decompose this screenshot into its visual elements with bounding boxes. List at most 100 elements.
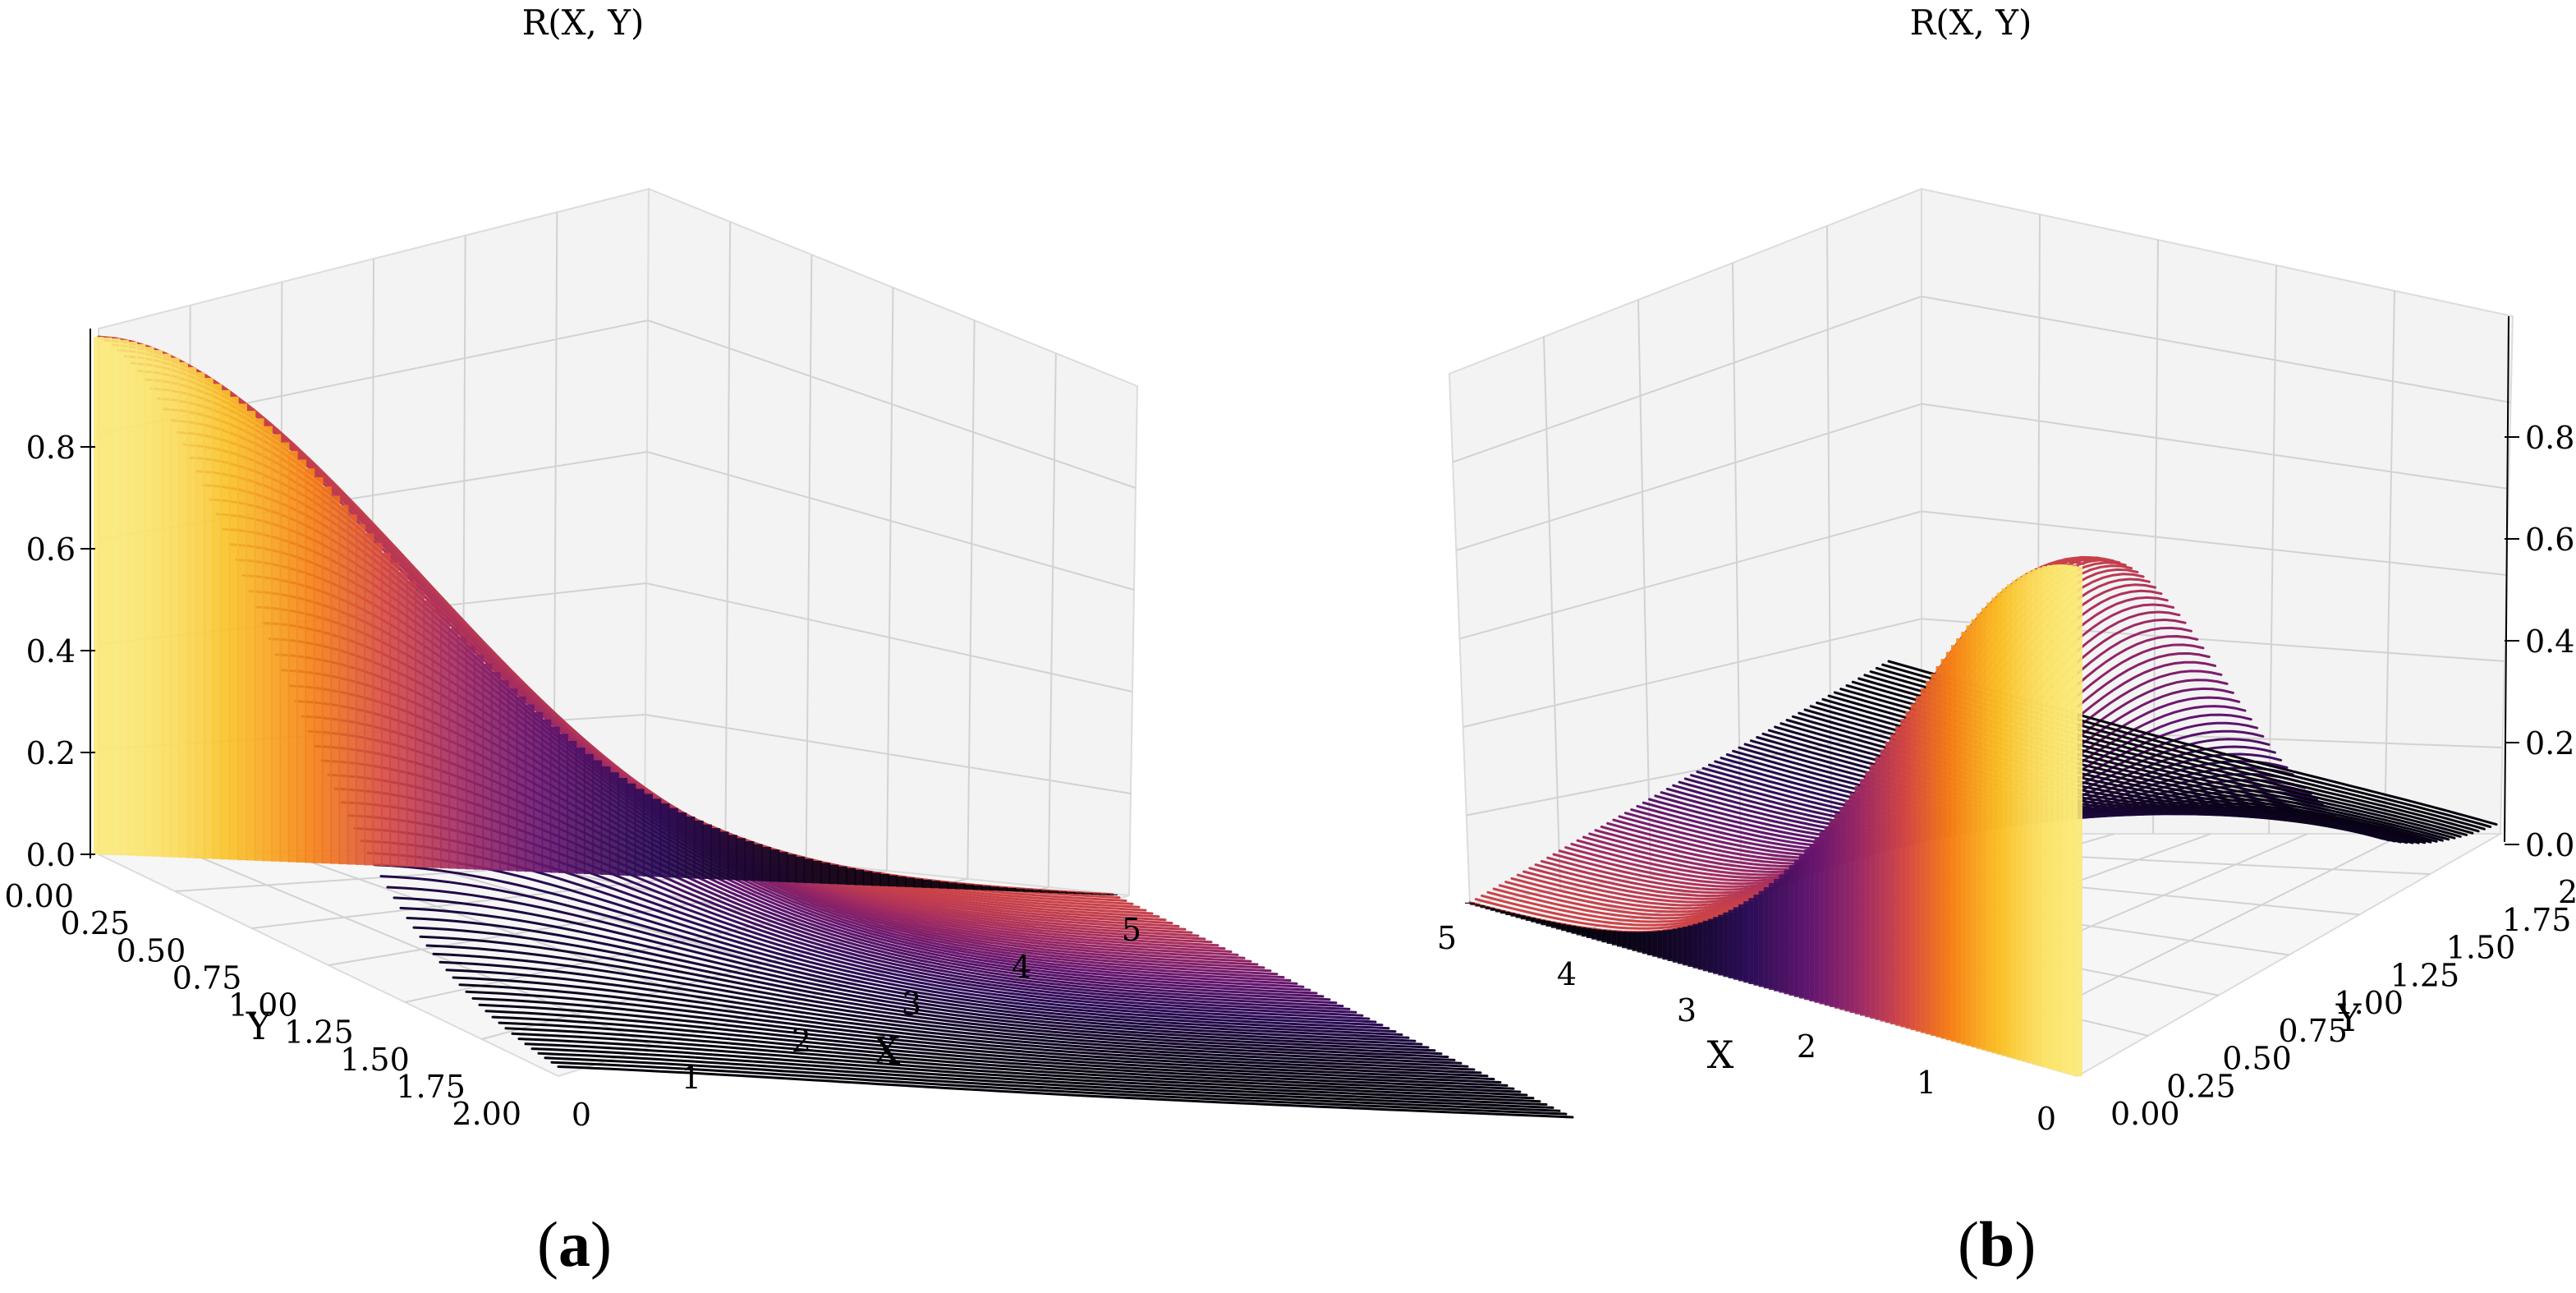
- x-tick-label: 5: [1437, 920, 1457, 956]
- surface-line: [550, 1061, 1568, 1116]
- grid-line: [1921, 510, 2507, 576]
- z-tick-label: 0.8: [26, 430, 76, 466]
- z-tick-label: 0.2: [26, 735, 76, 771]
- y-tick-label: 0.75: [2278, 1013, 2348, 1049]
- y-axis-label: Y: [246, 1004, 272, 1048]
- surface-line: [544, 1056, 1561, 1112]
- surface-line: [517, 1038, 1535, 1100]
- y-tick-label: 1.75: [2502, 902, 2572, 938]
- y-tick-label: 1.75: [396, 1069, 466, 1105]
- surface-line: [504, 1027, 1522, 1093]
- surface-line: [373, 863, 1390, 1030]
- x-tick-label: 0: [572, 1097, 591, 1133]
- z-axis-line: [2504, 315, 2509, 843]
- grid-line: [1452, 295, 1922, 463]
- surface-line: [393, 896, 1410, 1039]
- z-tick-label: 0.0: [26, 837, 76, 873]
- grid-line: [1543, 336, 1561, 890]
- surface-line: [498, 1021, 1515, 1090]
- z-tick-label: 0.8: [2525, 420, 2574, 456]
- z-tick-label: 0.2: [2525, 725, 2574, 762]
- x-tick-label: 3: [902, 986, 921, 1022]
- y-tick-label: 2.00: [2558, 874, 2576, 910]
- surface-line: [366, 851, 1384, 1027]
- grid-line: [724, 221, 732, 855]
- surface-line: [439, 960, 1456, 1061]
- surface-line: [458, 983, 1476, 1071]
- x-tick-label: 4: [1557, 956, 1577, 992]
- x-tick-label: 1: [682, 1060, 701, 1096]
- surface-line: [537, 1051, 1554, 1109]
- surface-line: [484, 1010, 1502, 1084]
- grid-line: [886, 287, 894, 872]
- y-tick-label: 0.50: [2222, 1041, 2292, 1077]
- x-tick-label: 5: [1122, 912, 1141, 948]
- x-axis-label: X: [1707, 1033, 1734, 1077]
- grid-line: [646, 451, 1135, 591]
- surface-line: [432, 952, 1449, 1059]
- surface-sheet: [94, 337, 1118, 895]
- surface-line: [425, 944, 1443, 1056]
- grid-line: [1826, 225, 1832, 849]
- grid-line: [1459, 510, 1922, 640]
- grid-line: [805, 254, 813, 863]
- axes: R(X, Y) 0.0 0.2 0.4 0.6 0.8 0 1 2 3 4 5 0.000.250.50…: [4, 2, 1141, 1133]
- surface-line: [412, 926, 1430, 1049]
- z-tick-label: 0.4: [26, 633, 76, 670]
- chart-panel-a: R(X, Y) 0.0 0.2 0.4 0.6 0.8 0 1 2 3 4 5 0.000.250.50…: [4, 2, 1574, 1133]
- caption-b: (b): [1958, 1208, 2036, 1280]
- grid-line: [1921, 403, 2509, 490]
- grid-line: [967, 320, 976, 880]
- z-tick-label: 0.4: [2525, 623, 2574, 660]
- y-tick-label: 0.00: [2110, 1096, 2180, 1132]
- y-tick-label: 0.50: [117, 932, 186, 969]
- y-tick-label: 0.25: [2166, 1068, 2236, 1104]
- y-axis-label: Y: [2335, 996, 2362, 1040]
- surface-line: [524, 1042, 1541, 1103]
- grid-line: [1921, 295, 2511, 403]
- x-tick-label: 2: [792, 1023, 811, 1059]
- y-tick-label: 1.50: [340, 1042, 410, 1078]
- surface-line: [478, 1003, 1495, 1081]
- y-tick-label: 1.50: [2446, 930, 2516, 966]
- surface-line: [530, 1047, 1548, 1106]
- grid-line: [1637, 299, 1651, 877]
- y-tick-label: 0.75: [172, 959, 242, 996]
- surface-line: [471, 996, 1489, 1078]
- chart-title: R(X, Y): [522, 2, 645, 43]
- y-tick-label: 0.00: [4, 878, 74, 914]
- chart-panel-b: R(X, Y) 0.0 0.2 0.4 0.6 0.8 0 1 2 3 4 5 0.000.250.50…: [1437, 2, 2576, 1137]
- z-tick-label: 0.6: [26, 531, 76, 568]
- x-tick-label: 3: [1677, 992, 1697, 1028]
- y-tick-label: 0.25: [61, 905, 131, 941]
- x-tick-label: 1: [1917, 1065, 1936, 1101]
- surface-line: [557, 1065, 1574, 1119]
- surface-line: [419, 935, 1436, 1052]
- x-tick-label: 2: [1797, 1028, 1816, 1065]
- surface-line: [511, 1032, 1528, 1097]
- grid-line: [645, 714, 1132, 794]
- x-tick-label: 4: [1012, 949, 1031, 985]
- grid-lines: [1452, 214, 2511, 1048]
- grid-line: [1456, 403, 1922, 551]
- z-tick-label: 0.0: [2525, 827, 2574, 863]
- z-tick-label: 0.6: [2525, 522, 2574, 558]
- caption-a: (a): [537, 1208, 612, 1280]
- surface-line: [452, 976, 1469, 1068]
- surface-line: [399, 906, 1417, 1042]
- surface-line: [465, 990, 1482, 1074]
- y-tick-label: 1.25: [284, 1015, 354, 1051]
- surface-line: [445, 969, 1462, 1065]
- y-tick-label: 1.00: [228, 987, 298, 1024]
- grid-line: [1047, 352, 1057, 888]
- y-tick-label: 2.00: [452, 1096, 521, 1132]
- grid-line: [2384, 290, 2395, 835]
- grid-line: [647, 320, 1136, 489]
- surface-line: [491, 1015, 1508, 1087]
- grid-line: [2268, 265, 2277, 835]
- surface-sheet: [1465, 564, 2082, 1076]
- grid-line: [1462, 618, 1922, 728]
- surface-line: [386, 886, 1403, 1036]
- chart-title: R(X, Y): [1910, 2, 2032, 43]
